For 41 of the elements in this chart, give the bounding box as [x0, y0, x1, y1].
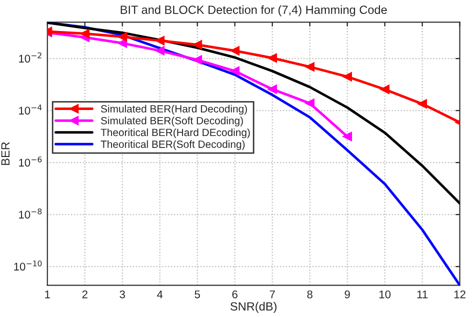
x-tick-label: 11 [417, 290, 428, 298]
point [192, 55, 202, 65]
x-tick-label: 6 [232, 290, 238, 298]
x-tick-label: 12 [454, 290, 466, 298]
point [268, 84, 278, 94]
point [342, 72, 352, 82]
y-tick-label: 10$^{−4}$ [19, 104, 42, 115]
point [230, 66, 240, 76]
point [305, 62, 315, 72]
point [342, 132, 352, 142]
point [192, 40, 202, 50]
x-tick-label: 8 [307, 290, 312, 298]
x-tick-label: 10 [379, 290, 391, 298]
point [118, 38, 128, 48]
x-tick-label: 2 [82, 290, 88, 298]
y-tick-label: 10$^{−6}$ [19, 156, 42, 167]
x-tick-label: 3 [120, 290, 125, 298]
x-tick-label: 9 [344, 290, 350, 298]
y-tick-label: 10$^{−8}$ [19, 208, 42, 219]
chart-title: BIT and BLOCK Detection for (7,4) Hamming Code [120, 5, 387, 16]
point [380, 84, 390, 94]
legend-label: Simulated BER(Soft Decoding) [101, 116, 243, 126]
legend-label: Simulated BER(Hard Decoding) [101, 104, 247, 115]
point [80, 28, 90, 38]
point [118, 32, 128, 42]
point [305, 98, 315, 108]
x-tick-label: 4 [157, 290, 163, 298]
y-tick-label: 10$^{−2}$ [19, 52, 42, 63]
point [230, 46, 240, 56]
point [155, 36, 165, 46]
point [418, 99, 427, 109]
y-tick-label: 10$^{−10}$ [14, 260, 42, 271]
legend-label: Theoritical BER(Hard DEcoding) [100, 128, 250, 138]
x-tick-label: 7 [270, 290, 275, 298]
x-tick-label: 1 [45, 290, 50, 298]
x-axis-title: SNR(dB) [230, 302, 276, 313]
y-axis-title: BER [1, 142, 10, 165]
legend-label: Theoritical BER(Soft Decoding) [100, 140, 245, 150]
point [268, 53, 278, 63]
point [155, 46, 165, 56]
x-tick-label: 5 [194, 290, 200, 298]
